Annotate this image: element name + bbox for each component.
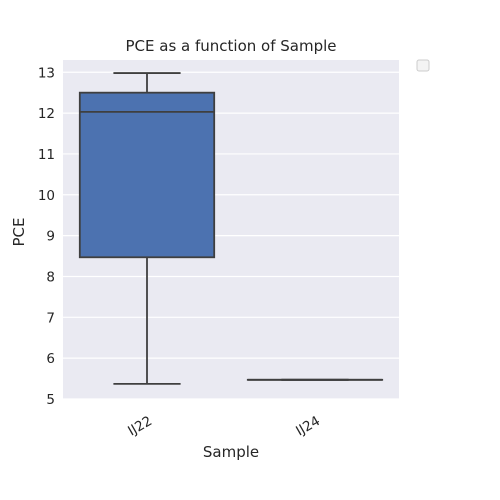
y-tick-label: 11	[38, 147, 55, 163]
box-series	[78, 72, 384, 385]
iqr-box	[78, 91, 216, 259]
x-tick-label: IJ22	[125, 413, 155, 439]
box-ij22	[78, 72, 216, 385]
y-tick-label: 13	[38, 65, 55, 81]
y-tick-label: 10	[38, 188, 55, 204]
y-tick-label: 6	[46, 351, 55, 367]
x-tick-label: IJ24	[293, 413, 323, 439]
y-tick-label: 9	[46, 229, 55, 245]
y-tick-label: 5	[46, 392, 55, 408]
y-tick-label: 7	[46, 310, 55, 326]
legend-box	[416, 59, 430, 72]
chart-title: PCE as a function of Sample	[125, 37, 336, 55]
x-axis-ticks: IJ22 IJ24	[125, 413, 323, 439]
y-axis-ticks: 5 6 7 8 9 10 11 12 13	[38, 65, 55, 408]
y-tick-label: 8	[46, 269, 55, 285]
x-axis-label: Sample	[203, 443, 259, 461]
y-axis-label: PCE	[10, 218, 28, 247]
y-tick-label: 12	[38, 106, 55, 122]
